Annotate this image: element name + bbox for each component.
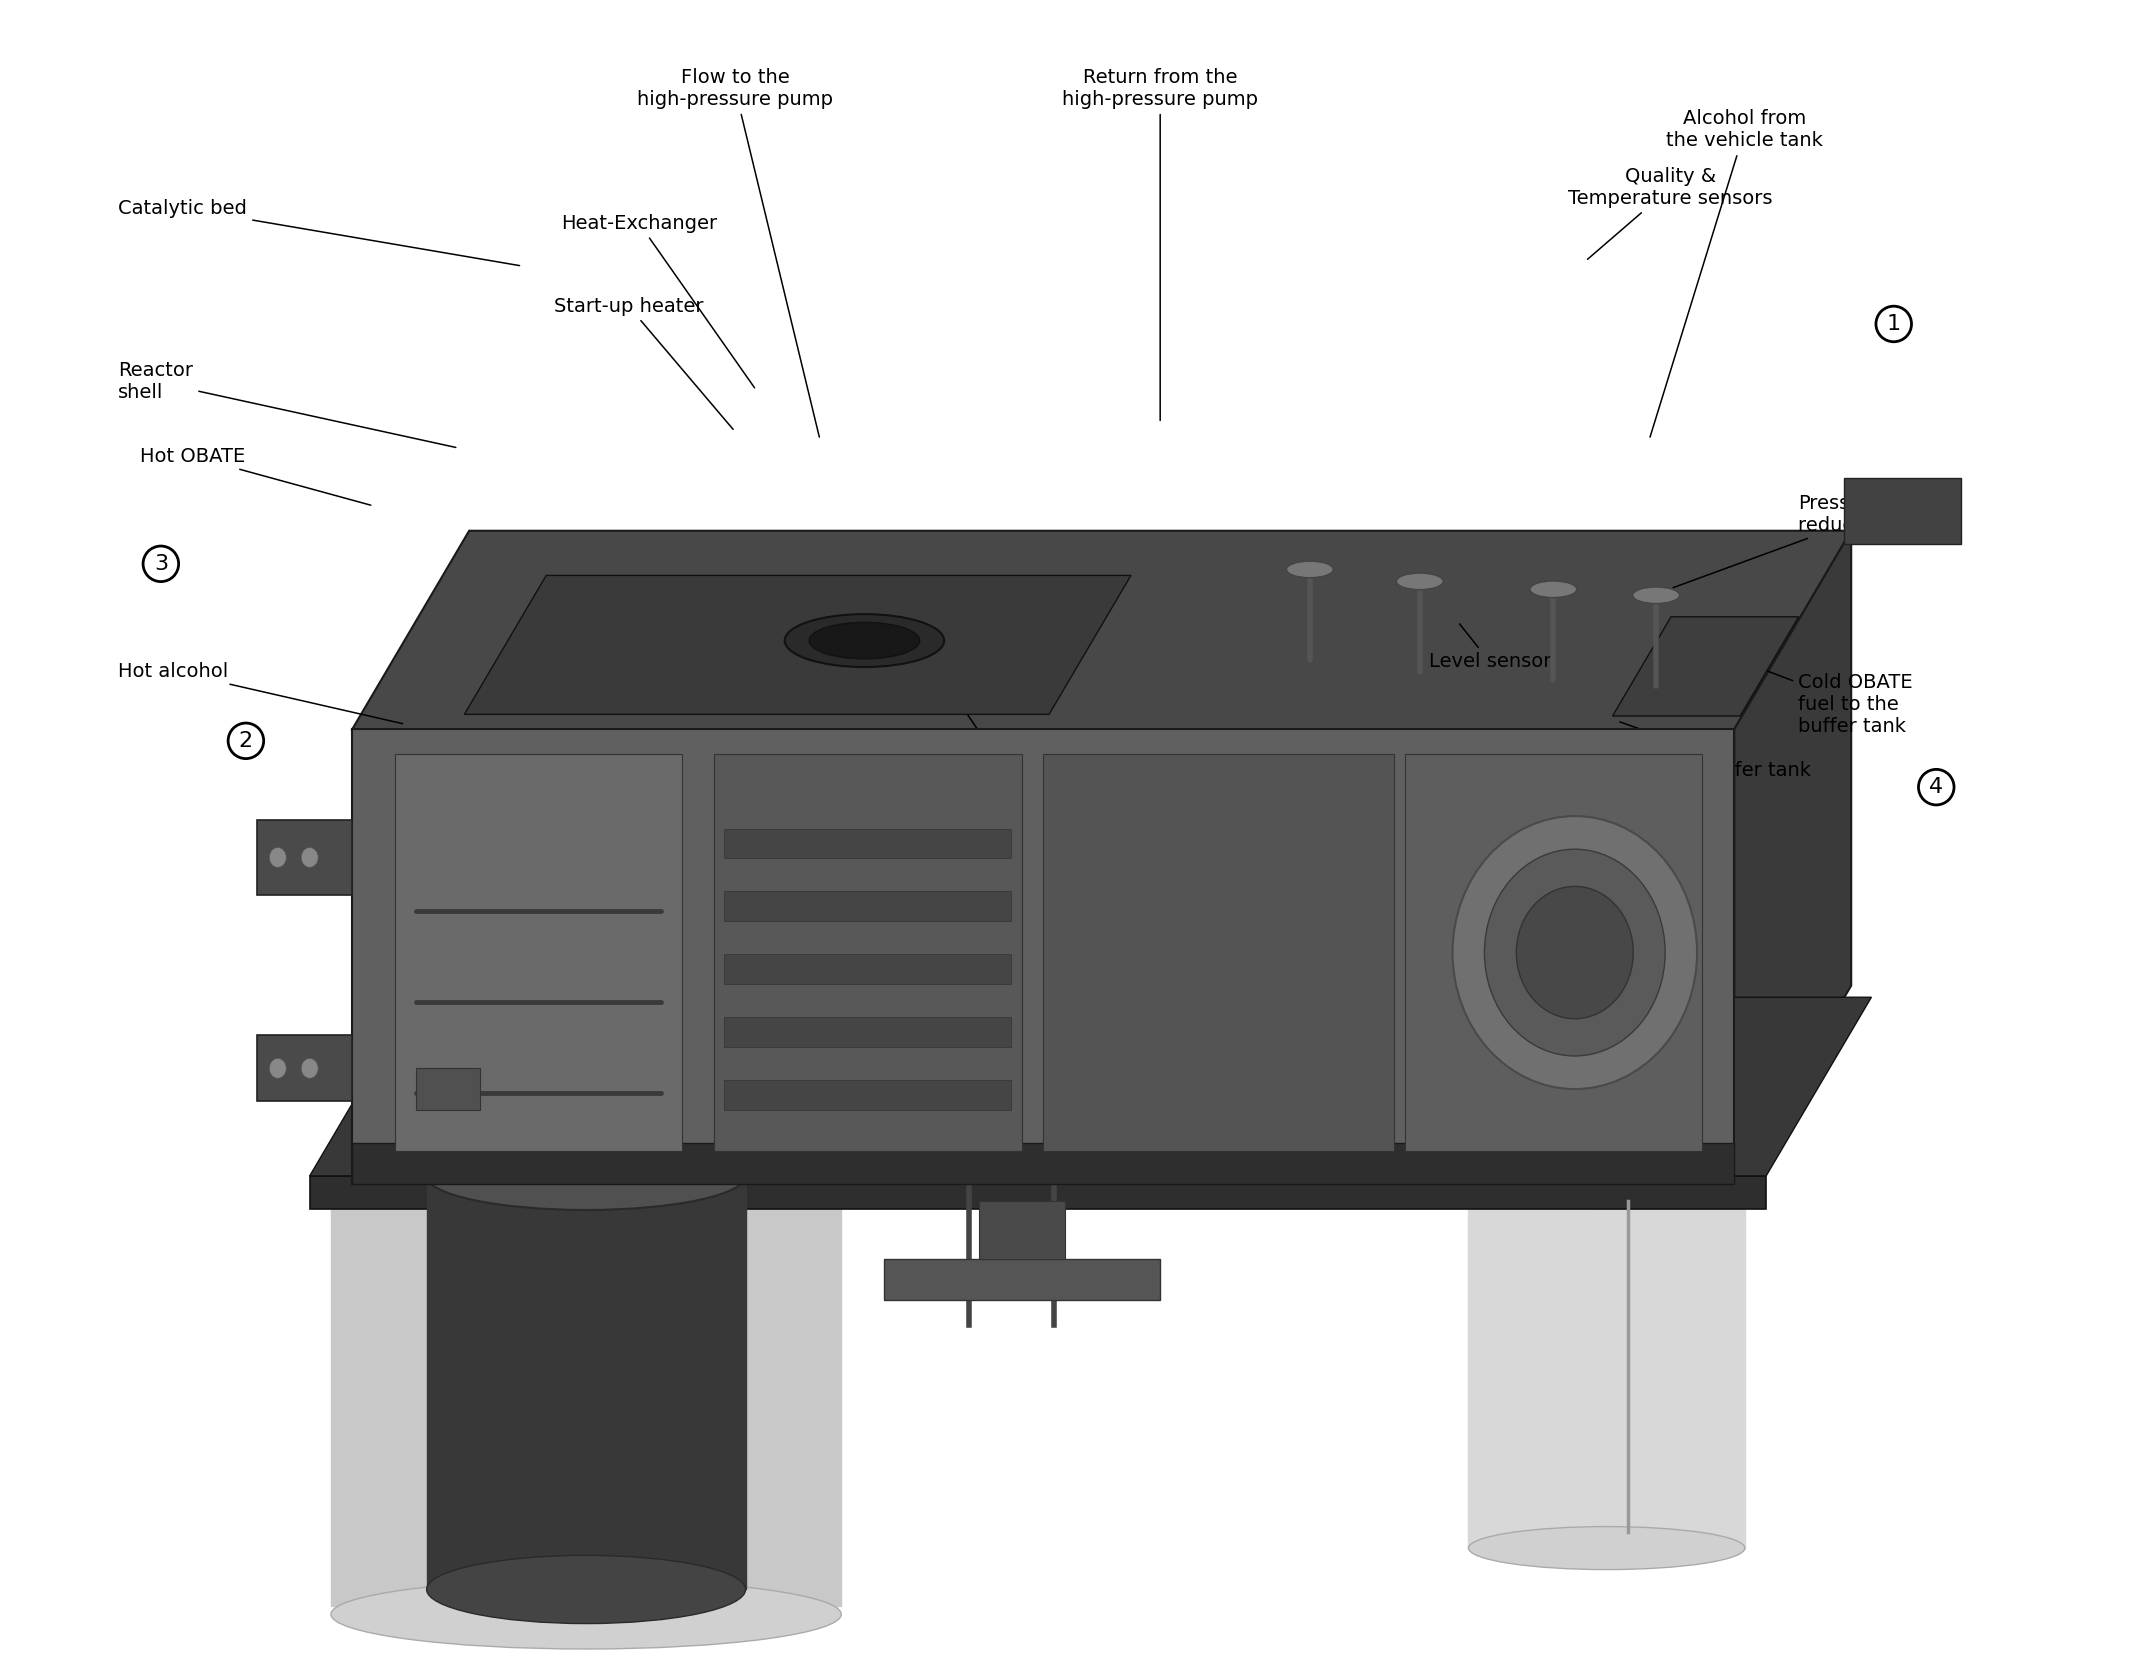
Polygon shape xyxy=(255,820,351,895)
Polygon shape xyxy=(1612,616,1799,716)
Polygon shape xyxy=(351,530,1852,729)
Text: Buffer tank: Buffer tank xyxy=(1620,722,1812,780)
Text: Start-up heater: Start-up heater xyxy=(554,297,732,429)
Text: 2: 2 xyxy=(238,731,253,751)
Ellipse shape xyxy=(268,847,285,867)
Ellipse shape xyxy=(1452,817,1697,1089)
Ellipse shape xyxy=(426,1142,745,1210)
Text: Support plate: Support plate xyxy=(860,645,994,756)
Ellipse shape xyxy=(1397,573,1443,590)
Text: 3: 3 xyxy=(153,553,168,573)
Polygon shape xyxy=(1735,530,1852,1185)
Text: Hot OBATE: Hot OBATE xyxy=(141,447,370,505)
Text: Quality &
Temperature sensors: Quality & Temperature sensors xyxy=(1569,167,1773,258)
Text: 1: 1 xyxy=(1886,313,1901,335)
Polygon shape xyxy=(713,754,1022,1152)
Ellipse shape xyxy=(809,623,920,659)
Text: Alcohol from
the vehicle tank: Alcohol from the vehicle tank xyxy=(1650,109,1822,437)
Ellipse shape xyxy=(1531,582,1578,598)
Text: Flow to the
high-pressure pump: Flow to the high-pressure pump xyxy=(637,68,832,437)
FancyBboxPatch shape xyxy=(415,1069,479,1110)
Polygon shape xyxy=(1844,477,1961,543)
Ellipse shape xyxy=(1633,587,1680,603)
Ellipse shape xyxy=(1469,1526,1746,1569)
Polygon shape xyxy=(724,1017,1011,1047)
Text: Pressure
reduction valve: Pressure reduction valve xyxy=(1673,494,1950,588)
Text: Catalytic bed: Catalytic bed xyxy=(119,199,519,265)
Ellipse shape xyxy=(300,1059,317,1079)
Ellipse shape xyxy=(330,1133,841,1203)
Polygon shape xyxy=(351,729,1735,1185)
Ellipse shape xyxy=(1286,562,1333,578)
Polygon shape xyxy=(309,998,1871,1176)
Polygon shape xyxy=(351,1143,1735,1185)
Ellipse shape xyxy=(1516,886,1633,1019)
Text: Cold OBATE
fuel to the
buffer tank: Cold OBATE fuel to the buffer tank xyxy=(1684,640,1912,736)
Text: Heat-Exchanger: Heat-Exchanger xyxy=(562,214,754,388)
Ellipse shape xyxy=(786,615,943,668)
Polygon shape xyxy=(255,1036,351,1102)
Text: Return from the
high-pressure pump: Return from the high-pressure pump xyxy=(1062,68,1258,421)
Ellipse shape xyxy=(1469,1160,1746,1208)
Ellipse shape xyxy=(426,1556,745,1624)
Polygon shape xyxy=(1405,754,1703,1152)
Text: Reactor
shell: Reactor shell xyxy=(119,361,456,447)
Polygon shape xyxy=(394,754,681,1152)
Text: Level sensor: Level sensor xyxy=(1429,625,1550,671)
Ellipse shape xyxy=(268,1059,285,1079)
Polygon shape xyxy=(309,1176,1767,1210)
Ellipse shape xyxy=(330,1579,841,1649)
Ellipse shape xyxy=(300,847,317,867)
Polygon shape xyxy=(464,575,1130,714)
Polygon shape xyxy=(979,1201,1064,1259)
Polygon shape xyxy=(724,891,1011,921)
Polygon shape xyxy=(724,1080,1011,1110)
Polygon shape xyxy=(884,1259,1160,1301)
Polygon shape xyxy=(1043,754,1394,1152)
Text: 4: 4 xyxy=(1929,777,1944,797)
Ellipse shape xyxy=(1484,848,1665,1056)
Text: Hot alcohol: Hot alcohol xyxy=(119,661,402,724)
Polygon shape xyxy=(724,828,1011,858)
Polygon shape xyxy=(724,954,1011,984)
